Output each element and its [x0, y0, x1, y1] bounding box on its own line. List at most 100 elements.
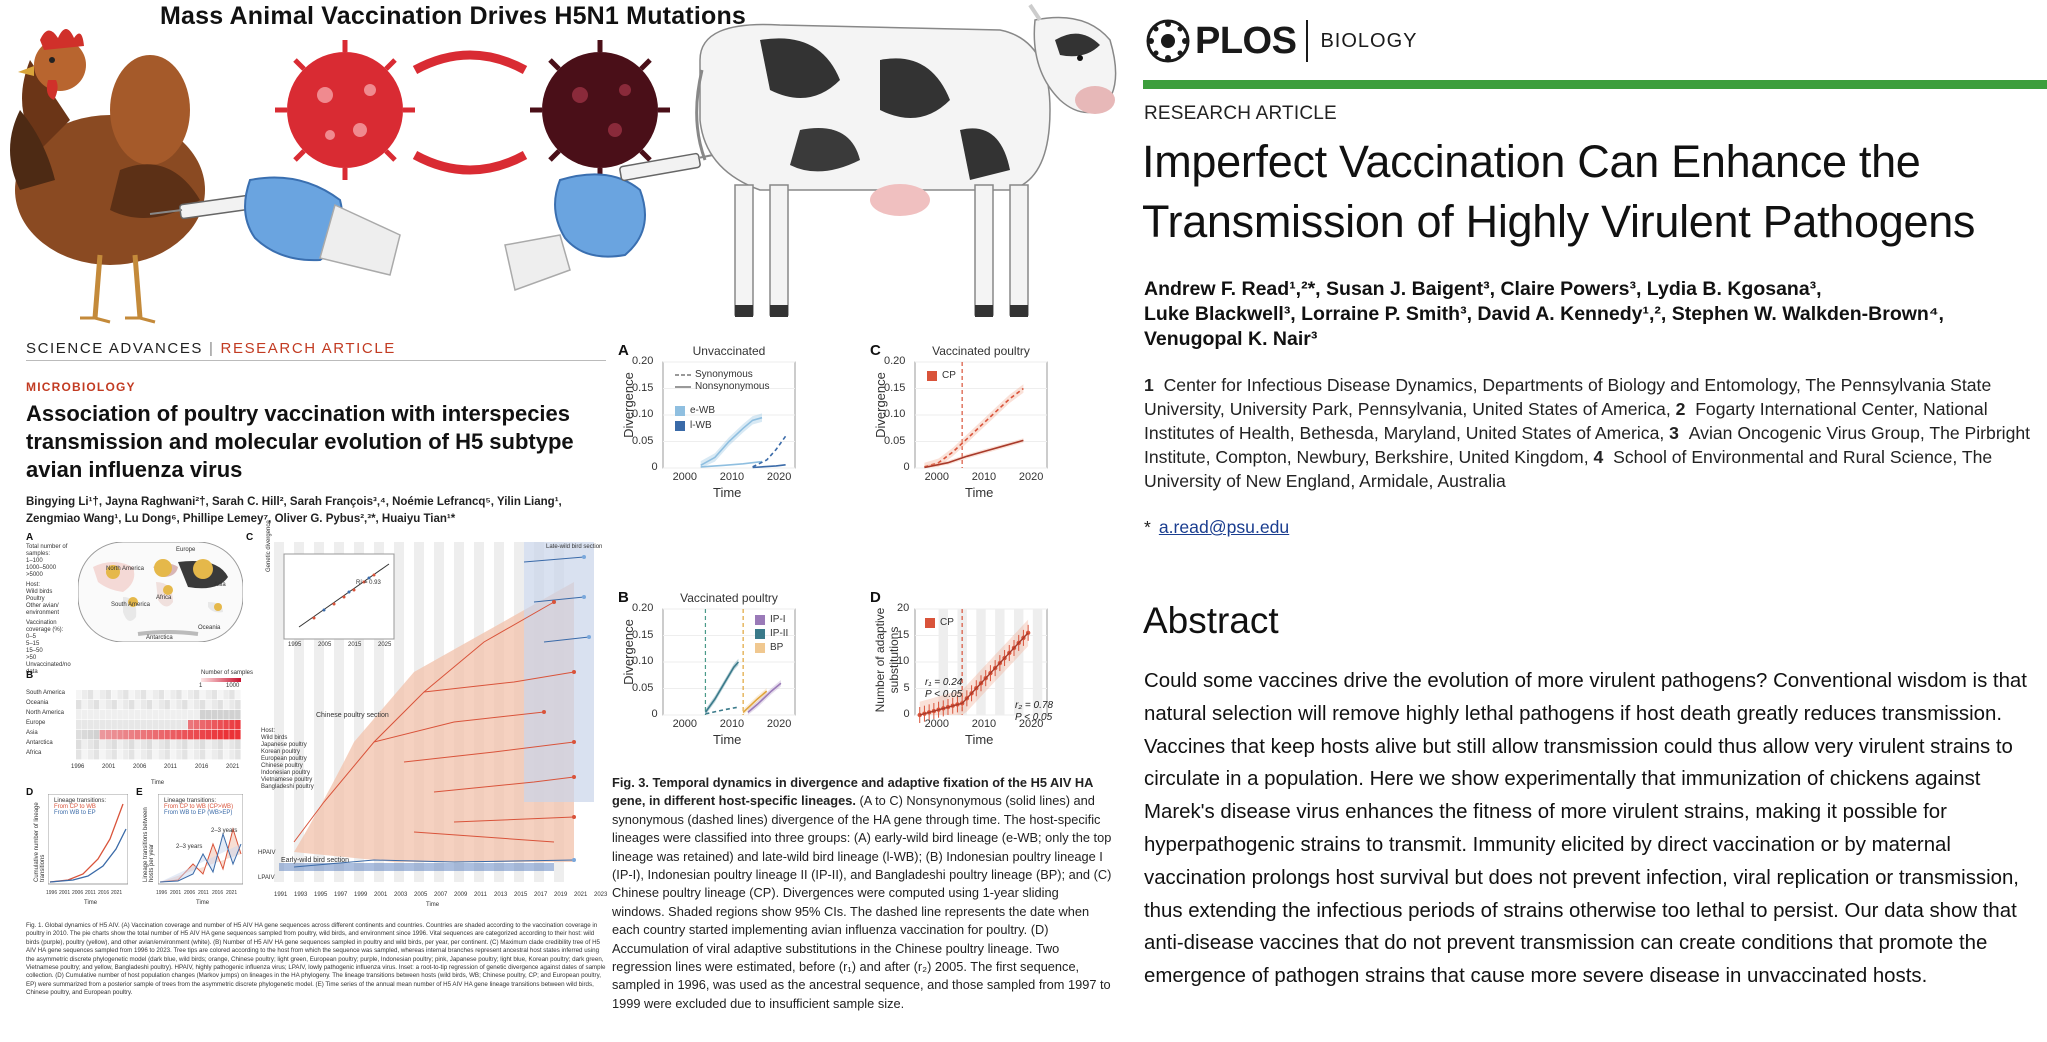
- sa-header-separator: |: [209, 340, 215, 357]
- heatmap-cell: [81, 750, 88, 760]
- legend-swatch: [755, 643, 765, 653]
- fig3-ytick: 0.20: [632, 355, 654, 367]
- fig3-ytick: 0.15: [884, 381, 906, 394]
- heatmap-cell: [229, 720, 235, 730]
- fig3-ytick: 0: [903, 708, 910, 720]
- series-ewb-nonsyn: [700, 460, 763, 468]
- heatmap-cell: [99, 750, 106, 760]
- heatmap-cell: [123, 690, 129, 700]
- fig3-panel-A: [662, 361, 796, 469]
- fig1-heat-legend-max: 1000: [226, 683, 240, 689]
- heatmap-cell: [235, 690, 241, 700]
- plos-logo[interactable]: PLOS BIOLOGY: [1145, 18, 1418, 64]
- author-email-link[interactable]: a.read@psu.edu: [1158, 517, 1290, 537]
- fig3-xtick: 2000: [924, 471, 950, 483]
- heatmap-cell: [235, 740, 241, 750]
- heatmap-cell: [223, 700, 229, 710]
- affil-text: Avian Oncogenic Virus Group, The Pirbrig…: [1144, 423, 2031, 467]
- heatmap-cell: [134, 700, 141, 710]
- fig1-a-host-title: Host:: [26, 582, 41, 588]
- heatmap-cell: [193, 730, 200, 740]
- fig3-composite: A Unvaccinated 0 0.05 0.10 0.15 0.20 2000 2010 20…: [615, 340, 1125, 760]
- heatmap-cell: [123, 740, 129, 750]
- fig1-world-map: [78, 542, 243, 642]
- heatmap-cell: [87, 700, 94, 710]
- heatmap-cell: [217, 730, 223, 740]
- fig3-ytick: 15: [897, 628, 910, 641]
- heatmap-cell: [182, 700, 188, 710]
- heatmap-cell: [140, 720, 147, 730]
- fig3-caption-body: (A to C) Nonsynonymous (solid lines) and…: [612, 793, 1112, 1011]
- fig3-panel-B: [662, 608, 796, 716]
- heatmap-cell: [229, 750, 235, 760]
- heatmap-cell: [117, 720, 123, 730]
- fig3-xtick: 2020: [1018, 471, 1044, 483]
- fig1-heat-year: 2021: [226, 764, 240, 770]
- fig3-xtick: 2000: [672, 718, 698, 730]
- fig3-caption: Fig. 3. Temporal dynamics in divergence …: [612, 774, 1112, 1013]
- heatmap-cell: [217, 710, 223, 720]
- series-ewb-syn: [700, 416, 763, 466]
- fig1-tree-year: 2017: [534, 892, 548, 898]
- heatmap-cell: [235, 700, 241, 710]
- banner-title: Mass Animal Vaccination Drives H5N1 Muta…: [160, 2, 747, 30]
- fig1-tree-year: 1993: [294, 892, 308, 898]
- heatmap-cell: [152, 730, 159, 740]
- heatmap-cell: [223, 740, 229, 750]
- heatmap-cell: [199, 740, 206, 750]
- heatmap-cell: [217, 720, 223, 730]
- heatmap-cell: [170, 700, 176, 710]
- regression-r1: [919, 702, 963, 716]
- fig3-annotation: r₂ = 0.78: [1015, 700, 1054, 711]
- fig1-a-host-item: Wild birds: [26, 589, 53, 595]
- heatmap-cell: [146, 750, 153, 760]
- shade-band: [1014, 609, 1024, 715]
- fig1-tree-year: 2013: [494, 892, 508, 898]
- fig1-inset-year: 2015: [348, 642, 362, 648]
- fig1-tree-section: Late-wild bird section: [546, 544, 603, 550]
- heatmap-cell: [129, 720, 135, 730]
- fig1-composite: A C B D E Total number of samples: 1–100…: [26, 520, 607, 912]
- hen-illustration: [10, 29, 205, 324]
- heatmap-cell: [76, 750, 82, 760]
- heatmap-cell: [188, 710, 194, 720]
- series-band: [919, 619, 1029, 715]
- heatmap-cell: [76, 700, 82, 710]
- fig1-map-region: North America: [106, 566, 145, 572]
- heatmap-cell: [158, 740, 164, 750]
- heatmap-cell: [205, 690, 212, 700]
- heatmap-cell: [170, 730, 176, 740]
- heatmap-cell: [140, 750, 147, 760]
- fig1-a-legend: Total number of samples: 1–100 1000–5000…: [26, 544, 76, 676]
- heatmap-cell: [199, 720, 206, 730]
- fig3-legend-item: e-WB: [690, 405, 715, 416]
- series-band: [924, 384, 1024, 468]
- series-bp: [742, 690, 768, 713]
- fig1-label-d: D: [26, 787, 34, 798]
- series-band: [700, 413, 762, 468]
- fig3-panel-letter: B: [618, 589, 629, 606]
- fig1-e-annotation: 2–3 years: [211, 828, 238, 834]
- heatmap-cell: [129, 740, 135, 750]
- heatmap-cell: [205, 750, 212, 760]
- fig3-xtick: 2020: [766, 718, 792, 730]
- heatmap-cell: [164, 740, 170, 750]
- fig1-e-ylabel: Lineage transitions between hosts per ye…: [143, 807, 155, 882]
- fig1-heat-legend-min: 1: [199, 683, 203, 689]
- heatmap-cell: [117, 730, 123, 740]
- regression-r2: [961, 632, 1029, 704]
- fig3-legend-item: Synonymous: [695, 369, 753, 380]
- series-lwb-nonsyn: [752, 464, 786, 469]
- sa-journal-name: SCIENCE ADVANCES: [26, 340, 204, 357]
- plos-authors-line: Andrew F. Read¹,²*, Susan J. Baigent³, C…: [1144, 278, 1822, 300]
- heatmap-cell: [105, 720, 111, 730]
- fig1-inset-r2: R² = 0.93: [356, 580, 381, 586]
- fig1-tree-year: 2005: [414, 892, 428, 898]
- fig3-plots: [662, 361, 1048, 723]
- fig1-d-year: 2016: [98, 890, 110, 896]
- fig1-map-region: Oceania: [198, 625, 221, 631]
- shade-band: [976, 609, 986, 715]
- heatmap-cell: [193, 690, 200, 700]
- fig3-panel-title: Vaccinated poultry: [932, 344, 1030, 358]
- fig1-heat-xlabel: Time: [151, 780, 165, 786]
